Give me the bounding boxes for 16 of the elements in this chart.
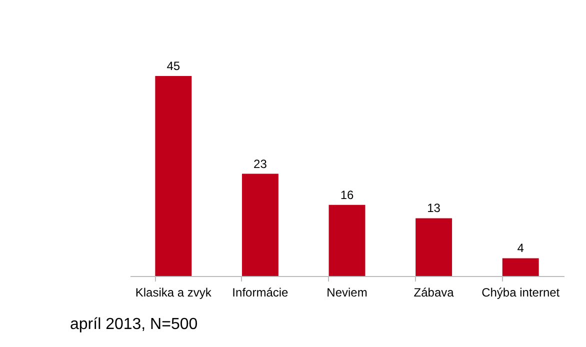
data-label: 4 bbox=[517, 241, 524, 256]
x-tick-label: Neviem bbox=[326, 286, 368, 300]
data-label: 23 bbox=[254, 156, 268, 171]
data-label: 45 bbox=[166, 59, 180, 73]
x-tick-label: Zábava bbox=[414, 286, 454, 300]
x-tick-label: Klasika a zvyk bbox=[135, 286, 212, 300]
bar bbox=[328, 204, 366, 276]
bar bbox=[502, 258, 539, 276]
data-label: 16 bbox=[340, 188, 354, 202]
bar bbox=[242, 174, 278, 276]
x-tick-label: Chýba internet bbox=[482, 286, 560, 300]
x-tick-label: Informácie bbox=[232, 286, 289, 300]
data-label: 13 bbox=[427, 201, 441, 216]
bar bbox=[416, 218, 452, 276]
text: apríl 2013, N=500 bbox=[70, 316, 198, 333]
bar bbox=[155, 76, 192, 276]
